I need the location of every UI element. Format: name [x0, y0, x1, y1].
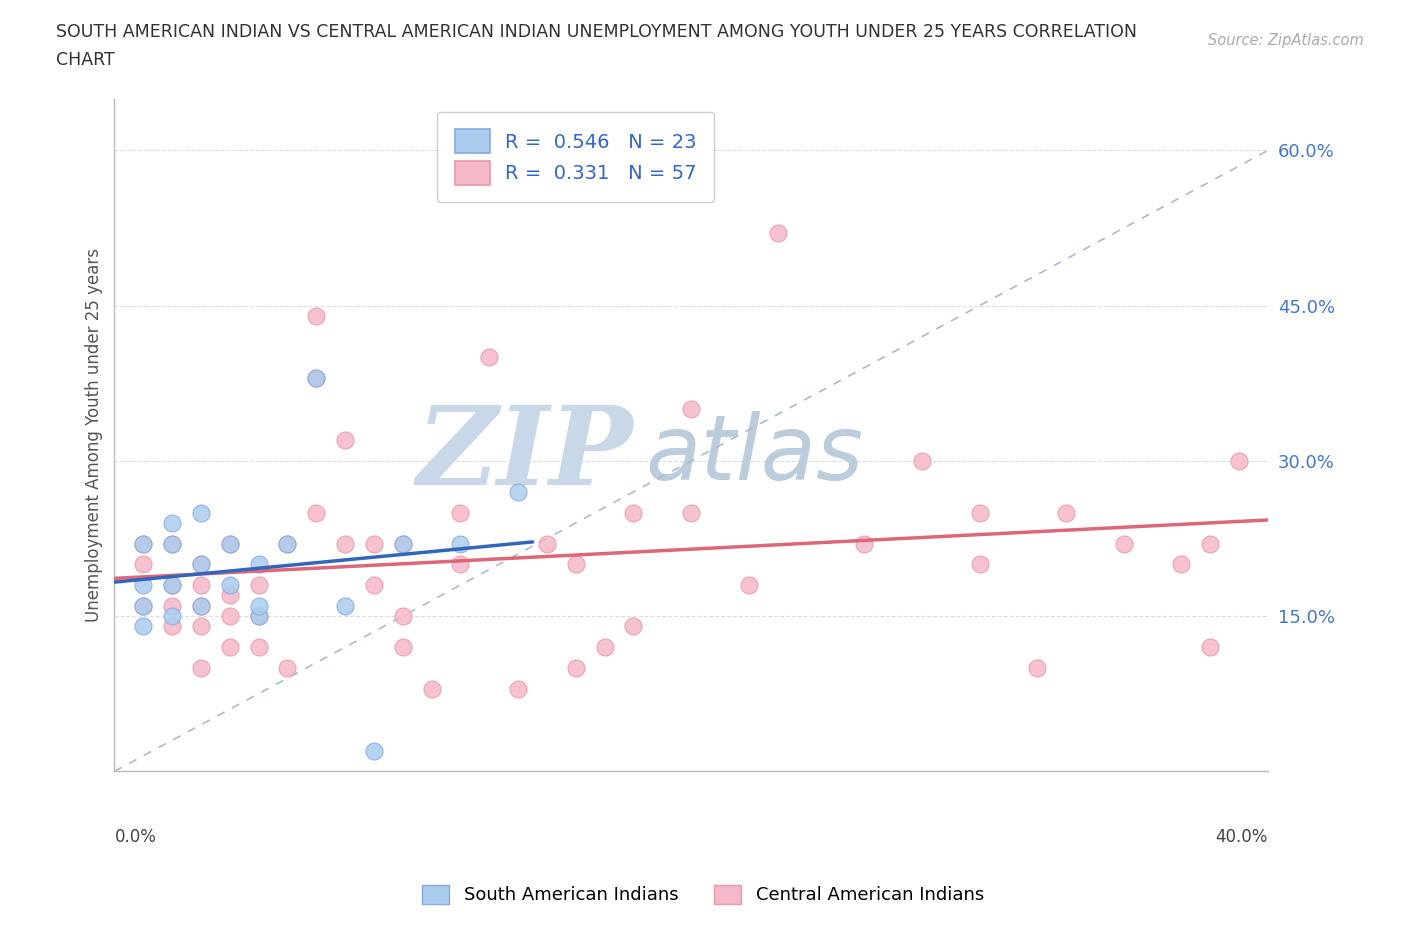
Point [132, 619, 155, 634]
Point [132, 537, 155, 551]
Point [247, 608, 270, 623]
Text: 40.0%: 40.0% [1216, 829, 1268, 846]
Point [738, 578, 761, 592]
Point [160, 537, 183, 551]
Text: CHART: CHART [56, 51, 115, 69]
Point [363, 578, 385, 592]
Point [160, 578, 183, 592]
Point [333, 598, 356, 613]
Point [391, 537, 413, 551]
Point [218, 537, 240, 551]
Point [305, 309, 328, 324]
Point [218, 640, 240, 655]
Point [160, 537, 183, 551]
Text: ZIP: ZIP [416, 402, 634, 509]
Point [276, 537, 298, 551]
Point [190, 505, 212, 520]
Point [333, 432, 356, 447]
Point [593, 640, 616, 655]
Point [305, 371, 328, 386]
Point [536, 537, 558, 551]
Point [766, 226, 789, 241]
Point [276, 537, 298, 551]
Point [190, 660, 212, 675]
Point [969, 505, 991, 520]
Point [218, 578, 240, 592]
Point [247, 608, 270, 623]
Y-axis label: Unemployment Among Youth under 25 years: Unemployment Among Youth under 25 years [86, 248, 103, 622]
Point [276, 660, 298, 675]
Point [132, 537, 155, 551]
Point [218, 588, 240, 603]
Text: atlas: atlas [645, 411, 863, 499]
Point [508, 485, 530, 499]
Legend: R =  0.546   N = 23, R =  0.331   N = 57: R = 0.546 N = 23, R = 0.331 N = 57 [437, 112, 714, 202]
Text: Source: ZipAtlas.com: Source: ZipAtlas.com [1208, 33, 1364, 47]
Point [305, 505, 328, 520]
Legend: South American Indians, Central American Indians: South American Indians, Central American… [415, 878, 991, 911]
Point [305, 371, 328, 386]
Point [449, 505, 471, 520]
Point [218, 608, 240, 623]
Point [132, 598, 155, 613]
Point [190, 598, 212, 613]
Text: SOUTH AMERICAN INDIAN VS CENTRAL AMERICAN INDIAN UNEMPLOYMENT AMONG YOUTH UNDER : SOUTH AMERICAN INDIAN VS CENTRAL AMERICA… [56, 23, 1137, 41]
Point [190, 557, 212, 572]
Point [1227, 454, 1250, 469]
Point [565, 557, 588, 572]
Point [1199, 640, 1222, 655]
Point [449, 557, 471, 572]
Point [565, 660, 588, 675]
Point [190, 619, 212, 634]
Point [247, 640, 270, 655]
Point [363, 743, 385, 758]
Point [218, 537, 240, 551]
Point [969, 557, 991, 572]
Point [623, 505, 645, 520]
Point [681, 402, 703, 417]
Point [449, 537, 471, 551]
Point [190, 578, 212, 592]
Point [1112, 537, 1135, 551]
Point [508, 681, 530, 696]
Point [132, 598, 155, 613]
Point [160, 598, 183, 613]
Point [132, 578, 155, 592]
Point [478, 350, 501, 365]
Point [190, 598, 212, 613]
Point [391, 640, 413, 655]
Point [160, 515, 183, 530]
Point [247, 578, 270, 592]
Point [681, 505, 703, 520]
Point [160, 608, 183, 623]
Point [391, 608, 413, 623]
Point [911, 454, 934, 469]
Point [853, 537, 876, 551]
Point [1170, 557, 1192, 572]
Point [1054, 505, 1077, 520]
Point [247, 557, 270, 572]
Point [160, 578, 183, 592]
Point [391, 537, 413, 551]
Point [160, 619, 183, 634]
Text: 0.0%: 0.0% [114, 829, 156, 846]
Point [1026, 660, 1049, 675]
Point [363, 537, 385, 551]
Point [190, 557, 212, 572]
Point [333, 537, 356, 551]
Point [1199, 537, 1222, 551]
Point [132, 557, 155, 572]
Point [623, 619, 645, 634]
Point [420, 681, 443, 696]
Point [247, 598, 270, 613]
